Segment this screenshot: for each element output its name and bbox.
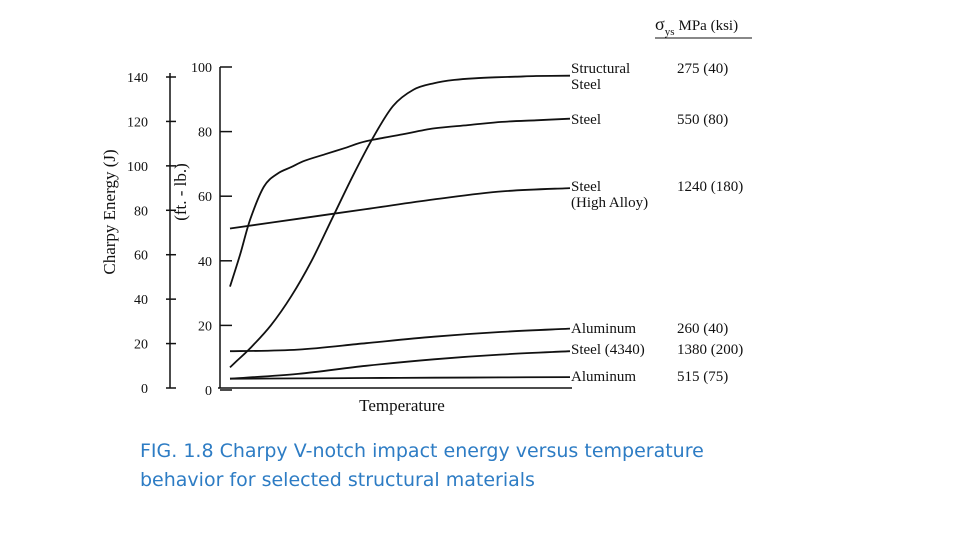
strength-units: MPa (ksi) <box>678 18 738 34</box>
sigma-symbol: σ <box>655 14 665 34</box>
series-strength: 550 (80) <box>677 112 728 128</box>
caption-line-1: FIG. 1.8 Charpy V-notch impact energy ve… <box>140 440 704 462</box>
figure-caption: FIG. 1.8 Charpy V-notch impact energy ve… <box>140 437 780 495</box>
series-label: Aluminum <box>571 369 636 385</box>
series-label: Steel (4340) <box>571 342 645 358</box>
series-line <box>229 117 571 287</box>
series-label-line: (High Alloy) <box>571 195 648 211</box>
series-label: Steel <box>571 112 601 128</box>
ftlb-axis-tick-label: 40 <box>198 255 212 270</box>
left-axis-title: Charpy Energy (J) <box>100 149 119 274</box>
series-line <box>229 350 571 380</box>
x-axis-title: Temperature <box>359 396 445 415</box>
series-label-line: Steel <box>571 179 601 195</box>
left-axis-tick-label: 40 <box>134 293 148 308</box>
series-label: Structural Steel <box>571 61 630 93</box>
left-axis-tick-label: 120 <box>127 115 148 130</box>
series-line <box>229 376 571 380</box>
ftlb-axis-tick-label: 60 <box>198 190 212 205</box>
caption-line-2: behavior for selected structural materia… <box>140 469 535 491</box>
series-strength: 515 (75) <box>677 369 728 385</box>
strength-header: σys MPa (ksi) <box>655 14 752 39</box>
series-label-line: Structural <box>571 61 630 77</box>
left-axis-tick-label: 60 <box>134 249 148 264</box>
left-axis-tick-label: 20 <box>134 338 148 353</box>
strength-header-text: σys MPa (ksi) <box>655 14 738 38</box>
curves <box>229 74 571 380</box>
left-axis-tick-label: 100 <box>127 160 148 175</box>
series-strength: 1240 (180) <box>677 179 743 195</box>
series-line <box>229 74 571 369</box>
series-label-line: Steel (4340) <box>571 342 645 358</box>
series-label-line: Steel <box>571 112 601 128</box>
series-strength: 1380 (200) <box>677 342 743 358</box>
series-label-line: Aluminum <box>571 369 636 385</box>
ftlb-axis-tick-label: 20 <box>198 319 212 334</box>
series-label-line: Aluminum <box>571 321 636 337</box>
left-axis-tick-label: 140 <box>127 71 148 86</box>
axes: 140 120 100 80 60 40 20 0 Charpy Energy (J) 100 80… <box>100 61 572 415</box>
left-axis-tick-label: 0 <box>141 382 148 397</box>
ftlb-axis-tick-label: 80 <box>198 126 212 141</box>
series-label: Aluminum <box>571 321 636 337</box>
sigma-subscript: ys <box>665 26 675 38</box>
left-axis-tick-label: 80 <box>134 204 148 219</box>
ftlb-axis-tick-label: 100 <box>191 61 212 76</box>
ftlb-axis-title: (ft. - lb.) <box>171 163 190 221</box>
series-strength: 275 (40) <box>677 61 728 77</box>
series-label: Steel (High Alloy) <box>571 179 648 211</box>
series-strength: 260 (40) <box>677 321 728 337</box>
series-line <box>229 327 571 353</box>
series-label-line: Steel <box>571 77 601 93</box>
ftlb-axis-tick-label: 0 <box>205 384 212 399</box>
series-line <box>229 187 571 230</box>
